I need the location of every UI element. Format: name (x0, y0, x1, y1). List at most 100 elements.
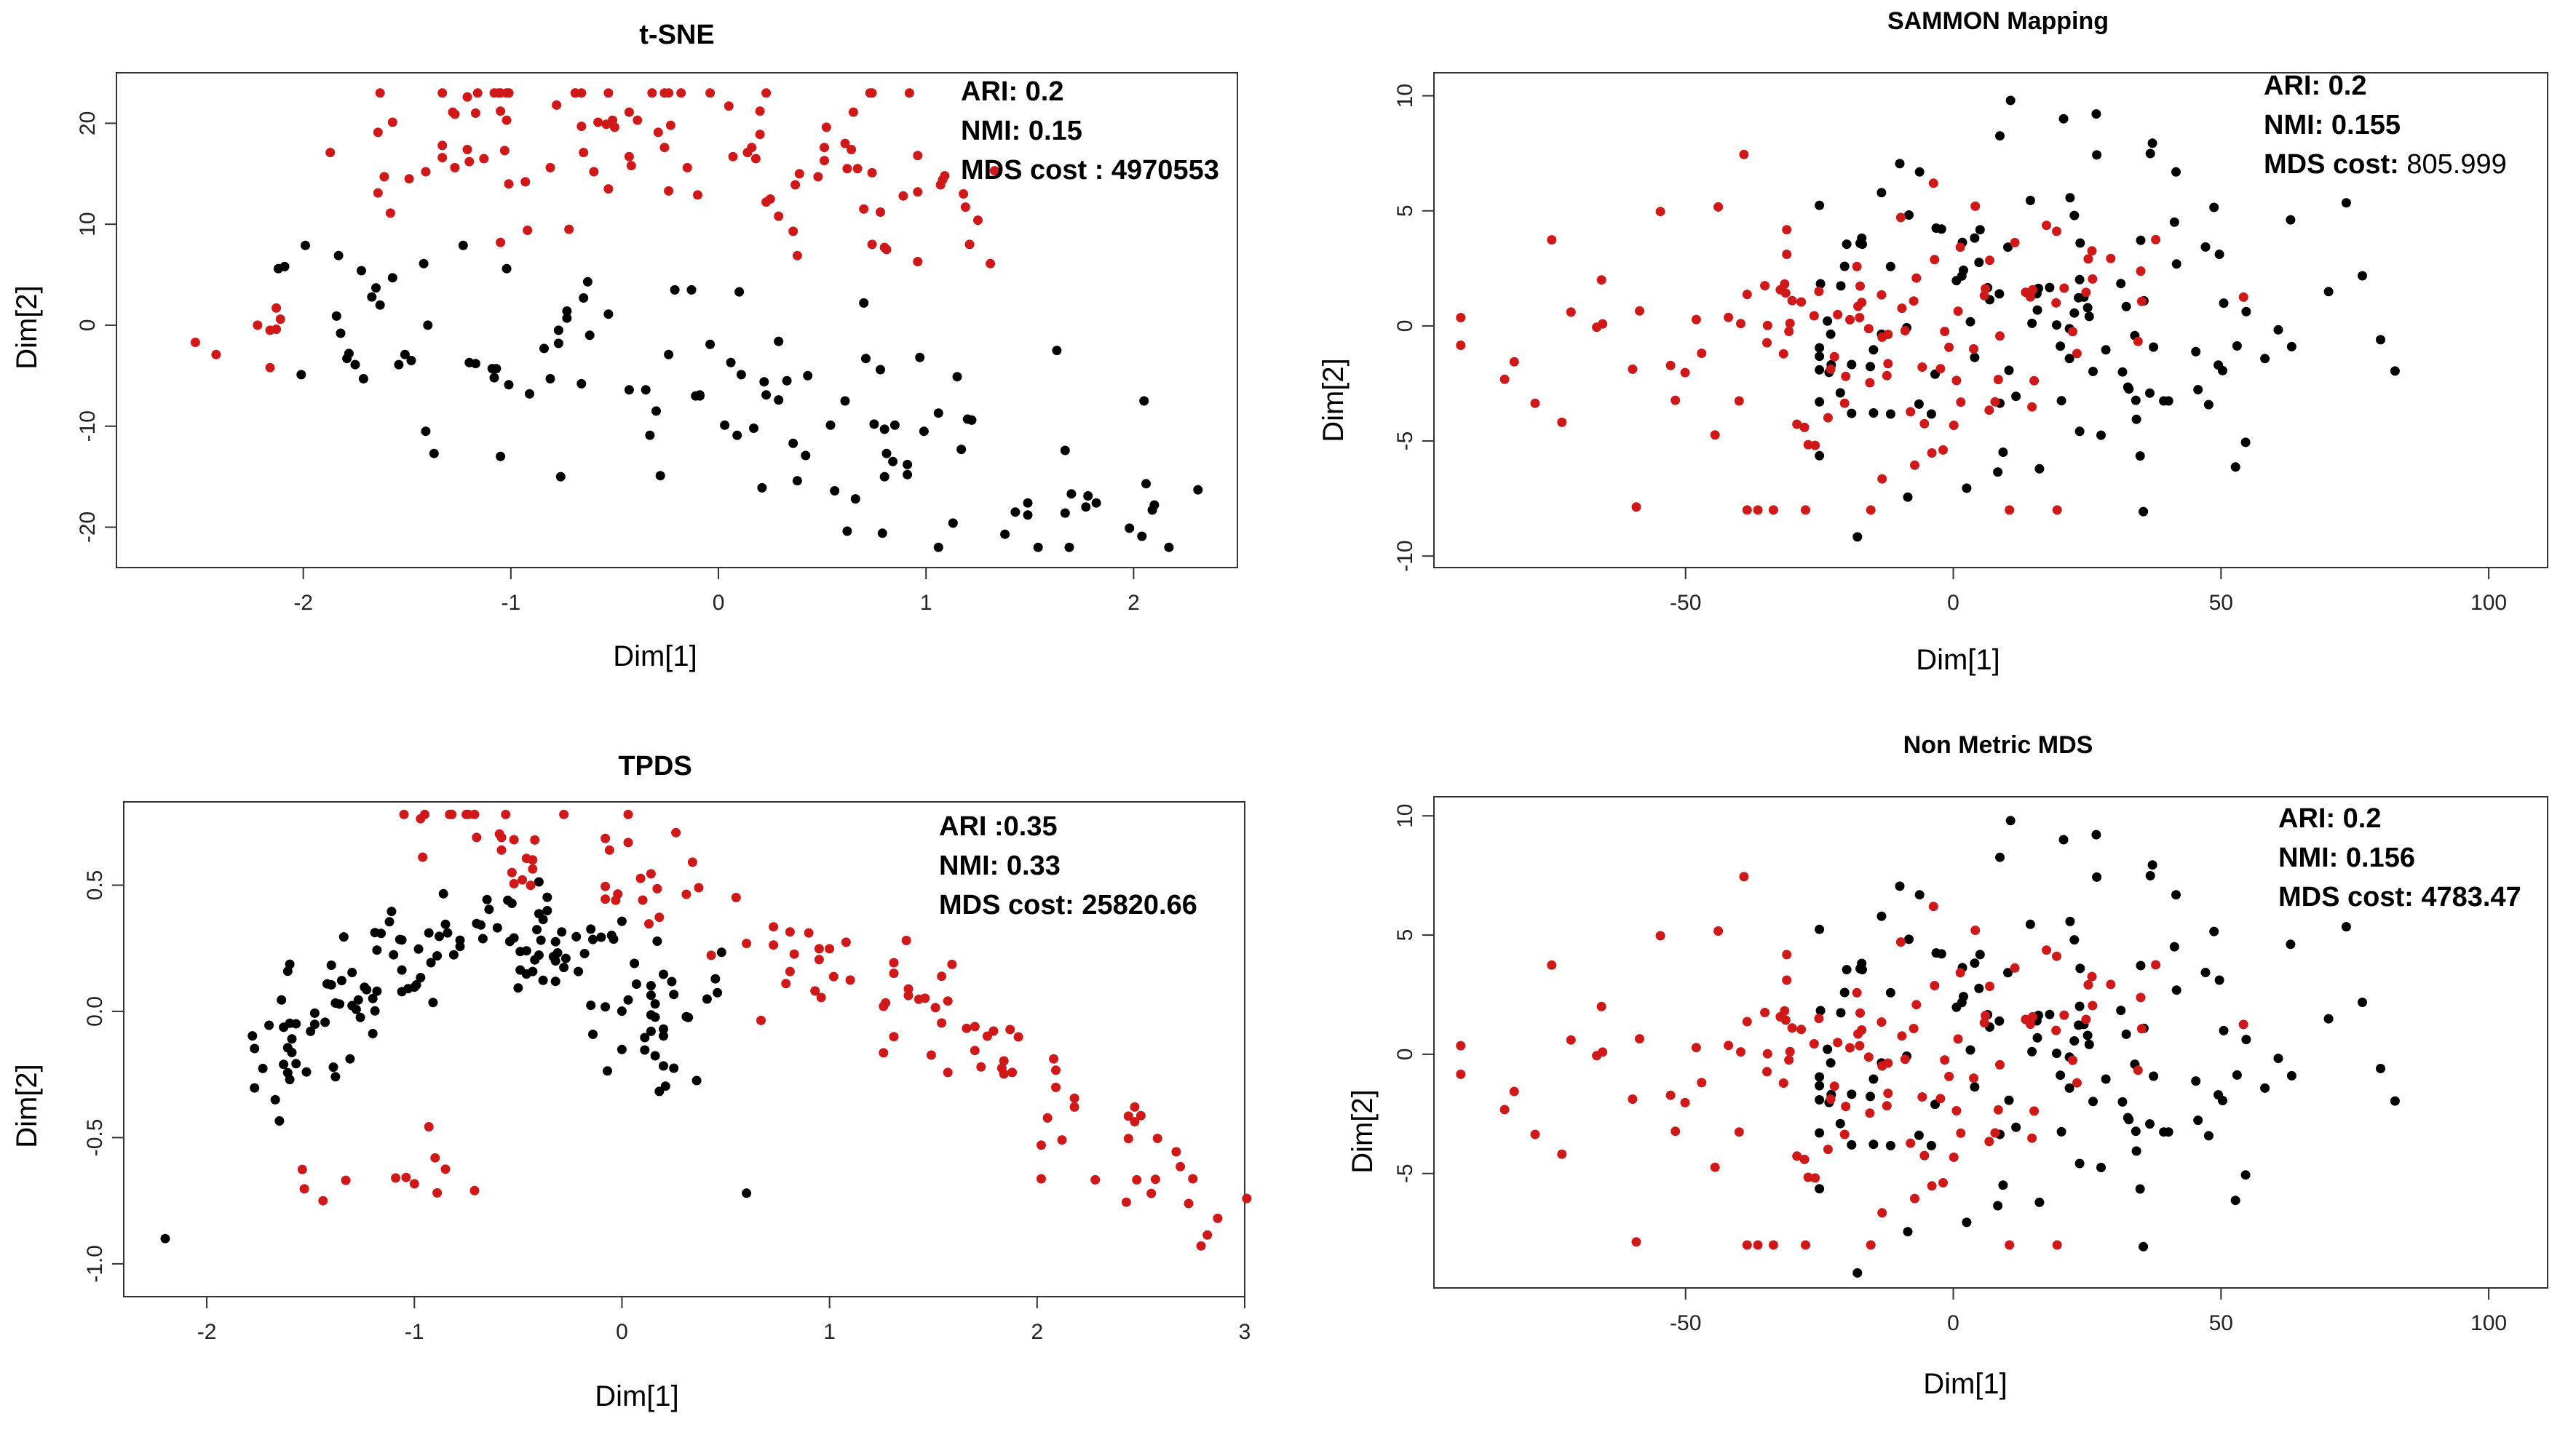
scatter-point-cluster-b (589, 167, 599, 177)
x-axis-label: Dim[1] (613, 640, 697, 672)
scatter-point-cluster-b (1557, 1149, 1567, 1159)
scatter-point-cluster-b (1981, 1011, 1991, 1021)
scatter-point-cluster-b (1778, 1078, 1788, 1088)
scatter-point-cluster-b (1768, 1240, 1778, 1250)
scatter-point-cluster-b (1897, 1031, 1907, 1041)
scatter-point-cluster-a (2131, 414, 2141, 424)
scatter-point-cluster-a (2358, 998, 2367, 1007)
scatter-point-cluster-a (496, 451, 506, 461)
scatter-point-cluster-b (1917, 362, 1927, 372)
y-tick-label: 0.5 (83, 870, 107, 901)
scatter-point-cluster-b (1509, 1086, 1519, 1097)
scatter-point-cluster-a (651, 406, 661, 416)
scatter-point-cluster-b (664, 88, 674, 98)
scatter-point-cluster-a (557, 927, 567, 937)
scatter-point-cluster-b (785, 927, 795, 937)
scatter-point-cluster-b (1930, 981, 1940, 990)
scatter-point-cluster-a (419, 258, 429, 268)
annotation-ari: ARI: 0.2 (2278, 803, 2381, 834)
scatter-point-cluster-b (469, 1185, 480, 1196)
scatter-point-cluster-a (375, 300, 385, 310)
scatter-point-cluster-b (876, 207, 885, 217)
scatter-point-cluster-b (504, 179, 514, 189)
scatter-point-cluster-b (464, 156, 475, 167)
scatter-point-cluster-b (1631, 502, 1641, 512)
scatter-point-cluster-b (1877, 474, 1887, 484)
scatter-point-cluster-a (2136, 235, 2146, 245)
scatter-point-cluster-a (2088, 367, 2098, 376)
scatter-point-cluster-b (472, 88, 483, 98)
scatter-point-cluster-b (1739, 149, 1749, 159)
scatter-point-cluster-b (509, 835, 519, 845)
scatter-point-cluster-a (1815, 1095, 1825, 1105)
scatter-point-cluster-b (1979, 1018, 1989, 1028)
scatter-point-cluster-a (759, 377, 769, 387)
scatter-point-cluster-b (1176, 1161, 1186, 1172)
scatter-point-cluster-b (970, 1022, 980, 1032)
scatter-point-cluster-b (813, 172, 823, 182)
scatter-point-cluster-a (2004, 365, 2014, 375)
scatter-point-cluster-b (1782, 975, 1792, 985)
scatter-point-cluster-b (437, 140, 448, 151)
scatter-point-cluster-b (2059, 1010, 2069, 1020)
scatter-point-cluster-a (2034, 1197, 2045, 1207)
scatter-point-cluster-b (1547, 960, 1557, 970)
scatter-point-cluster-a (1852, 1268, 1863, 1278)
scatter-point-cluster-b (693, 190, 702, 200)
scatter-point-cluster-b (1882, 370, 1892, 381)
scatter-point-cluster-a (2074, 274, 2085, 285)
scatter-point-cluster-a (1815, 1006, 1826, 1016)
scatter-point-cluster-b (937, 971, 947, 982)
scatter-point-cluster-a (803, 370, 813, 381)
scatter-point-cluster-a (2232, 1070, 2242, 1080)
scatter-point-cluster-b (1762, 1067, 1772, 1077)
scatter-point-cluster-b (318, 1196, 328, 1206)
scatter-point-cluster-b (1919, 1150, 1930, 1161)
scatter-point-cluster-b (1949, 1152, 1959, 1162)
scatter-point-cluster-b (881, 244, 892, 255)
scatter-point-cluster-a (384, 917, 395, 927)
scatter-point-cluster-b (1866, 1240, 1876, 1250)
scatter-point-cluster-b (879, 1001, 889, 1011)
scatter-point-cluster-a (624, 385, 634, 395)
scatter-point-cluster-a (736, 370, 746, 380)
scatter-point-cluster-b (654, 912, 665, 923)
scatter-point-cluster-b (409, 1179, 419, 1189)
scatter-point-cluster-b (1910, 460, 1919, 470)
scatter-point-cluster-a (702, 994, 712, 1004)
scatter-point-cluster-a (1914, 890, 1925, 900)
chart-title: TPDS (618, 751, 691, 781)
scatter-point-cluster-a (1876, 911, 1887, 921)
scatter-point-cluster-a (2056, 1070, 2066, 1081)
scatter-point-cluster-a (1815, 1072, 1825, 1082)
scatter-point-cluster-b (1865, 1108, 1875, 1118)
scatter-point-cluster-b (496, 237, 506, 247)
scatter-point-cluster-b (1883, 330, 1893, 340)
scatter-point-cluster-a (669, 990, 679, 1000)
scatter-point-cluster-a (2230, 462, 2240, 472)
y-tick-label: 0 (1393, 1049, 1417, 1061)
scatter-point-cluster-b (469, 809, 480, 819)
scatter-point-cluster-a (869, 419, 879, 429)
scatter-point-cluster-b (1855, 1041, 1865, 1051)
scatter-point-cluster-a (713, 987, 723, 998)
y-tick-label: 10 (1393, 804, 1417, 828)
scatter-point-cluster-b (450, 109, 460, 119)
scatter-point-cluster-b (920, 993, 930, 1003)
scatter-point-cluster-b (867, 239, 877, 250)
scatter-point-cluster-b (724, 101, 734, 111)
x-tick-label: -1 (502, 591, 521, 615)
scatter-point-cluster-a (358, 374, 368, 383)
scatter-point-cluster-a (710, 974, 721, 984)
scatter-point-cluster-a (345, 1054, 355, 1064)
y-tick-label: -5 (1393, 431, 1417, 451)
scatter-point-cluster-b (1013, 1032, 1023, 1042)
scatter-point-cluster-a (2117, 367, 2128, 377)
scatter-point-cluster-a (1815, 397, 1825, 407)
scatter-point-cluster-a (507, 899, 517, 908)
scatter-point-cluster-b (842, 164, 852, 174)
scatter-point-cluster-a (646, 1026, 656, 1036)
scatter-point-cluster-b (1697, 349, 1707, 358)
scatter-point-cluster-b (879, 1048, 889, 1058)
